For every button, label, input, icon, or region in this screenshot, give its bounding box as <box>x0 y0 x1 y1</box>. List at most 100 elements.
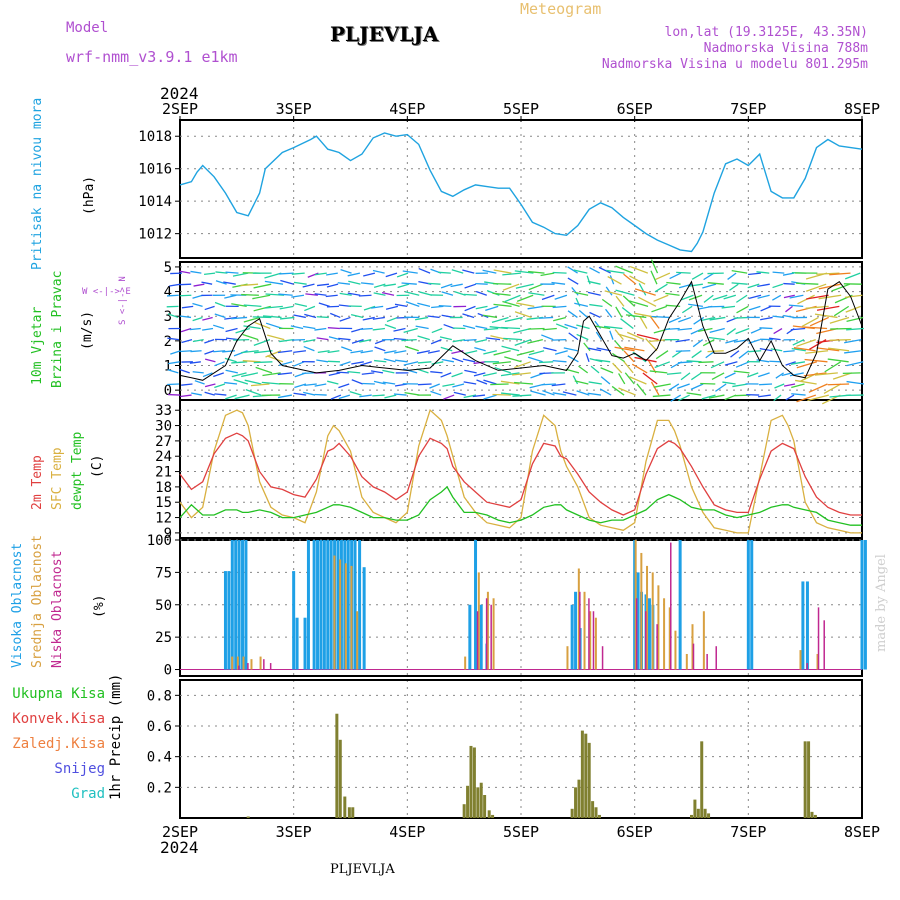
wind-arrow <box>738 350 750 359</box>
wind-arrow <box>589 267 600 274</box>
wind-arrow <box>168 393 180 396</box>
y-tick-label: 75 <box>155 565 172 581</box>
high-cloud-bar <box>312 540 316 670</box>
wind-arrow <box>224 381 238 385</box>
high-cloud-bar <box>322 540 326 670</box>
y-tick-label: 15 <box>155 495 172 511</box>
x-tick-label-top: 2SEP <box>162 100 198 118</box>
wind-arrow <box>793 347 816 352</box>
wind-arrow <box>831 283 851 292</box>
mid-cloud-bar <box>333 555 336 670</box>
wind-arrow <box>475 338 488 343</box>
precip-bar <box>690 814 693 818</box>
wind-arrow <box>756 271 770 274</box>
wind-arrow <box>451 269 464 274</box>
wind-arrow <box>252 316 272 319</box>
wind-arrow <box>665 327 680 331</box>
y-tick-label: 21 <box>155 465 172 481</box>
wind-arrow <box>703 272 715 281</box>
wind-arrow <box>370 370 384 374</box>
wind-arrow <box>595 325 611 330</box>
x-tick-label-bottom: 2SEP <box>162 823 198 841</box>
mid-cloud-bar <box>674 630 677 670</box>
wind-arrow <box>167 313 179 319</box>
high-cloud-bar <box>863 540 867 670</box>
wind-arrow <box>618 387 636 396</box>
wind-arrow <box>417 383 432 386</box>
wind-arrow <box>540 272 555 277</box>
year-bottom: 2024 <box>160 838 199 857</box>
wind-arrow <box>552 392 567 396</box>
wind-arrow <box>464 305 476 312</box>
wind-arrow <box>757 283 770 288</box>
wind-arrow <box>686 360 702 363</box>
wind-arrow <box>204 305 215 311</box>
high-cloud-bar <box>636 572 640 670</box>
wind-arrow <box>747 283 760 289</box>
wind-arrow <box>816 305 840 311</box>
wind-arrow <box>293 392 307 396</box>
wind-arrow <box>691 350 702 359</box>
wind-arrow <box>373 292 386 296</box>
wind-arrow <box>772 315 785 319</box>
wind-arrow <box>665 292 680 296</box>
wind-arrow <box>350 313 364 319</box>
wind-arrow <box>267 334 285 341</box>
wind-arrow <box>702 283 717 289</box>
wind-arrow <box>482 314 498 319</box>
wind-arrow <box>192 338 204 343</box>
wind-arrow <box>192 316 203 322</box>
wind-arrow <box>328 336 341 341</box>
wind-arrow <box>748 305 761 311</box>
wind-arrow <box>514 361 531 369</box>
wind-arrow <box>240 283 259 287</box>
wind-arrow <box>691 272 704 280</box>
wind-arrow <box>573 269 588 274</box>
wind-arrow <box>214 301 226 307</box>
wind-arrow <box>341 346 353 352</box>
mid-cloud-bar <box>231 656 234 670</box>
y-tick-label: 1018 <box>138 129 172 145</box>
wind-arrow <box>587 291 601 296</box>
wind-arrow <box>168 361 180 365</box>
wind-arrow <box>707 282 724 285</box>
wind-arrow <box>758 372 770 378</box>
wind-arrow <box>670 394 682 402</box>
wind-arrow <box>316 283 330 287</box>
wind-arrow <box>360 361 372 366</box>
wind-arrow <box>202 327 214 331</box>
high-cloud-bar <box>358 540 362 670</box>
wind-arrow <box>314 293 327 296</box>
wind-arrow <box>551 383 566 387</box>
lonlat-text: lon,lat (19.3125E, 43.35N) <box>664 25 869 40</box>
wind-arrow <box>241 350 259 354</box>
mid-cloud-bar <box>566 646 569 670</box>
wind-arrow <box>735 327 750 335</box>
wind-arrow <box>293 314 306 319</box>
low-cloud-bar <box>715 646 717 670</box>
wind-arrow <box>381 292 395 296</box>
y-tick-label: 0.6 <box>147 719 172 735</box>
wind-arrow <box>676 383 690 389</box>
wind-arrow <box>512 372 531 376</box>
mid-cloud-bar <box>799 650 802 670</box>
wind-arrow <box>575 297 581 307</box>
high-cloud-bar <box>479 604 483 670</box>
high-cloud-bar <box>468 604 472 670</box>
wind-arrow <box>241 372 259 378</box>
wind-arrow <box>666 372 682 375</box>
y-tick-label: 9 <box>164 526 172 542</box>
x-tick-label-top: 7SEP <box>730 100 766 118</box>
wind-arrow <box>774 383 785 389</box>
wind-arrow <box>463 293 477 296</box>
wind-arrow <box>796 394 817 403</box>
wind-arrow <box>727 272 737 280</box>
wind-arrow <box>552 316 567 322</box>
wind-arrow <box>189 361 201 364</box>
high-cloud-bar <box>362 567 366 670</box>
wind-arrow <box>373 380 386 385</box>
low-cloud-bar <box>579 591 581 670</box>
wind-arrow <box>314 393 327 396</box>
precip-bar <box>707 813 711 818</box>
wind-arrow <box>615 265 634 274</box>
